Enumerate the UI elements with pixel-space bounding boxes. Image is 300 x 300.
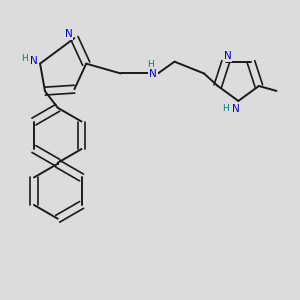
Text: N: N [65,29,72,39]
Text: N: N [224,51,232,61]
Text: H: H [222,104,229,113]
Text: N: N [30,56,38,66]
Text: H: H [148,60,154,69]
Text: H: H [21,54,28,63]
Text: N: N [232,104,240,114]
Text: N: N [149,69,157,80]
